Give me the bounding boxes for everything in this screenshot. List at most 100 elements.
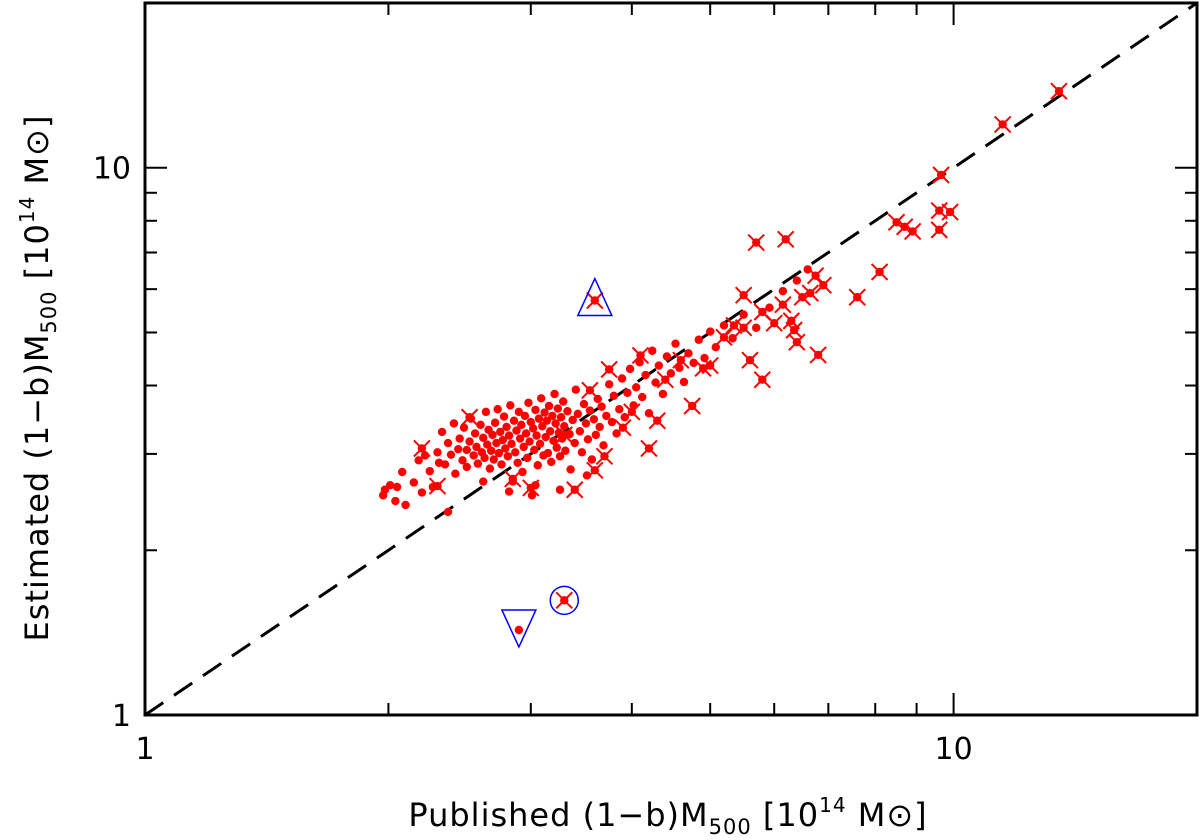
data-point: [514, 407, 524, 417]
cross-data-point: [747, 233, 765, 252]
cross-data-point: [930, 221, 948, 239]
data-point: [455, 434, 464, 443]
cross-center-point: [705, 361, 715, 370]
data-point: [527, 491, 537, 500]
cross-center-point: [778, 300, 788, 309]
data-point: [620, 413, 629, 422]
cross-data-point: [504, 470, 522, 488]
data-point: [502, 422, 511, 432]
data-point: [560, 422, 569, 431]
data-marks: [378, 82, 1068, 635]
cross-data-point: [555, 426, 573, 444]
data-point: [490, 418, 500, 427]
cross-data-point: [413, 439, 431, 458]
cross-center-point: [604, 365, 614, 374]
data-point: [472, 442, 481, 452]
cross-data-point: [614, 418, 632, 437]
data-point: [728, 334, 737, 343]
cross-data-point: [932, 166, 950, 184]
data-point: [391, 496, 400, 506]
cross-data-point: [777, 230, 795, 249]
cross-center-point: [792, 337, 802, 347]
cross-data-point: [801, 284, 820, 302]
data-point: [679, 377, 689, 387]
cross-data-point: [715, 328, 733, 346]
cross-center-point: [739, 323, 748, 332]
data-point: [515, 434, 525, 443]
data-point: [473, 459, 483, 468]
cross-center-point: [465, 413, 474, 422]
data-point: [719, 321, 729, 330]
data-point: [498, 435, 507, 445]
cross-data-point: [806, 266, 825, 285]
cross-center-point: [508, 474, 517, 484]
data-point: [641, 370, 650, 380]
cross-center-point: [998, 120, 1007, 129]
data-point: [497, 460, 506, 469]
plot-frame: [143, 1, 1199, 717]
data-point: [521, 429, 531, 438]
cross-center-point: [600, 452, 609, 461]
data-point: [651, 378, 660, 387]
data-point: [437, 427, 447, 437]
highlight-markers: [500, 276, 613, 649]
cross-center-point: [739, 290, 748, 300]
cross-center-point: [729, 321, 739, 330]
cross-data-point: [566, 481, 584, 499]
cross-data-point: [656, 370, 674, 389]
data-point: [520, 411, 530, 421]
data-point: [573, 409, 583, 419]
data-point: [540, 408, 549, 417]
cross-center-point: [570, 485, 579, 494]
cross-center-point: [433, 481, 442, 491]
data-point: [544, 401, 554, 411]
data-point: [494, 448, 504, 458]
cross-center-point: [687, 401, 697, 411]
data-point: [543, 448, 553, 458]
cross-data-point: [631, 346, 650, 365]
data-point: [602, 411, 611, 421]
data-point: [568, 415, 577, 425]
data-point: [615, 405, 624, 414]
data-point: [513, 458, 522, 467]
data-point: [541, 432, 550, 442]
data-point: [462, 445, 471, 455]
data-point: [425, 466, 434, 476]
data-point: [566, 465, 575, 474]
data-point: [607, 417, 617, 427]
data-point: [504, 431, 514, 440]
cross-data-point: [640, 439, 658, 458]
cross-data-point: [741, 351, 759, 369]
x-tick-label: 10: [934, 732, 972, 767]
data-point: [518, 467, 527, 477]
data-point: [506, 401, 515, 410]
data-point: [501, 444, 510, 453]
data-point: [385, 480, 395, 490]
y-axis-title-mid: [10: [18, 223, 56, 290]
data-point: [597, 402, 606, 411]
data-point: [459, 423, 469, 432]
highlight-triangle-up: [576, 276, 613, 317]
cross-data-point: [586, 291, 604, 310]
y-tick-label: 10: [93, 152, 131, 187]
cross-center-point: [661, 375, 670, 384]
data-point: [535, 439, 545, 449]
y-tick-label: 1: [112, 699, 131, 734]
y-axis-title-prefix: Estimated (1−b)M: [18, 334, 56, 642]
data-point: [538, 422, 547, 431]
cross-center-point: [590, 466, 600, 475]
cross-data-point: [460, 408, 479, 426]
cross-center-point: [751, 238, 761, 247]
data-point: [711, 342, 720, 352]
cross-center-point: [935, 206, 944, 215]
x-axis-title: Published (1−b)M500 [1014 M⊙]: [408, 793, 927, 839]
data-point: [792, 276, 802, 285]
data-point: [575, 427, 585, 436]
data-point: [585, 406, 595, 415]
cross-center-point: [653, 416, 662, 425]
cross-center-point: [789, 325, 799, 335]
cross-center-point: [787, 316, 796, 326]
data-point: [577, 448, 587, 457]
data-point: [591, 430, 600, 440]
data-point: [582, 471, 592, 480]
